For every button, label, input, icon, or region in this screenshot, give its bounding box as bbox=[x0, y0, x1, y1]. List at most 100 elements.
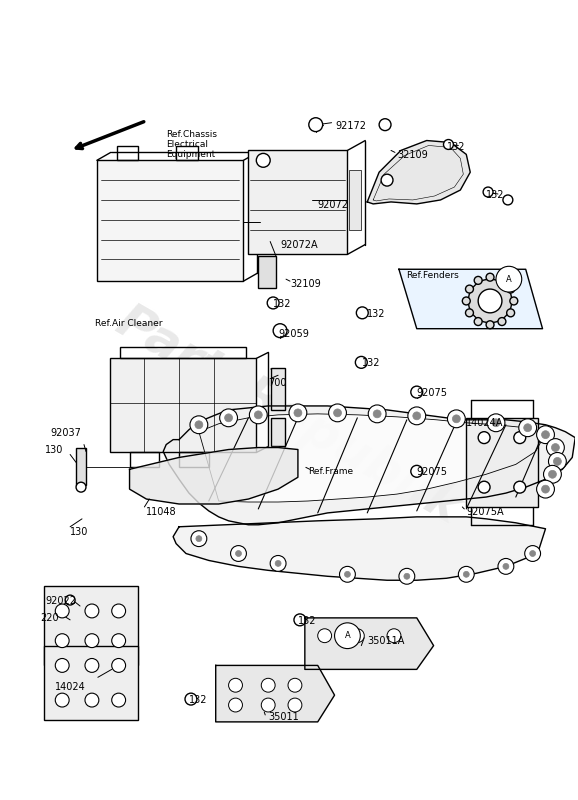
Circle shape bbox=[55, 658, 69, 672]
Circle shape bbox=[514, 482, 526, 493]
Text: 92075A: 92075A bbox=[466, 507, 504, 517]
Bar bbox=[350, 170, 361, 230]
Circle shape bbox=[329, 404, 346, 422]
Text: 32109: 32109 bbox=[397, 150, 428, 161]
Circle shape bbox=[335, 623, 360, 649]
Circle shape bbox=[514, 432, 526, 443]
Text: 220: 220 bbox=[40, 613, 59, 623]
Circle shape bbox=[387, 629, 401, 642]
Bar bbox=[76, 447, 86, 485]
Circle shape bbox=[411, 386, 423, 398]
Circle shape bbox=[294, 409, 302, 417]
Text: 130: 130 bbox=[70, 526, 88, 537]
Circle shape bbox=[273, 324, 287, 338]
Circle shape bbox=[498, 318, 506, 326]
Circle shape bbox=[465, 285, 473, 293]
Circle shape bbox=[85, 604, 99, 618]
Circle shape bbox=[254, 411, 262, 419]
Circle shape bbox=[478, 289, 502, 313]
Text: 92072A: 92072A bbox=[280, 239, 318, 250]
Circle shape bbox=[196, 536, 202, 542]
Circle shape bbox=[510, 297, 518, 305]
Circle shape bbox=[112, 658, 125, 672]
Circle shape bbox=[294, 614, 306, 626]
Circle shape bbox=[492, 419, 500, 426]
Circle shape bbox=[542, 430, 550, 438]
Text: 132: 132 bbox=[273, 299, 292, 309]
Circle shape bbox=[350, 629, 364, 642]
Text: 130: 130 bbox=[45, 445, 64, 454]
Circle shape bbox=[462, 297, 470, 305]
Circle shape bbox=[399, 568, 415, 584]
Circle shape bbox=[529, 550, 536, 557]
Circle shape bbox=[487, 414, 505, 432]
Circle shape bbox=[112, 693, 125, 707]
Text: Ref.Frame: Ref.Frame bbox=[308, 467, 353, 476]
Circle shape bbox=[486, 274, 494, 281]
Bar bbox=[129, 453, 160, 467]
Circle shape bbox=[551, 443, 560, 451]
Bar bbox=[179, 453, 209, 467]
Polygon shape bbox=[163, 406, 575, 525]
Circle shape bbox=[496, 266, 522, 292]
Circle shape bbox=[334, 409, 342, 417]
Circle shape bbox=[289, 404, 307, 422]
Bar bbox=[466, 418, 538, 507]
Text: 92059: 92059 bbox=[278, 329, 309, 338]
Circle shape bbox=[231, 546, 246, 562]
Text: 14024A: 14024A bbox=[466, 418, 503, 428]
Text: 92072: 92072 bbox=[318, 200, 349, 210]
Circle shape bbox=[190, 416, 208, 434]
Polygon shape bbox=[129, 447, 298, 504]
Circle shape bbox=[270, 555, 286, 571]
Bar bbox=[271, 418, 285, 446]
Circle shape bbox=[547, 438, 564, 457]
Circle shape bbox=[453, 415, 460, 422]
Circle shape bbox=[498, 558, 514, 574]
Polygon shape bbox=[173, 517, 546, 580]
Circle shape bbox=[379, 118, 391, 130]
Text: 35011: 35011 bbox=[268, 712, 299, 722]
Circle shape bbox=[76, 482, 86, 492]
Bar bbox=[117, 146, 139, 160]
Circle shape bbox=[256, 154, 270, 167]
Text: 32109: 32109 bbox=[290, 279, 321, 289]
Circle shape bbox=[339, 566, 355, 582]
Circle shape bbox=[275, 561, 281, 566]
Circle shape bbox=[55, 604, 69, 618]
Text: A: A bbox=[506, 274, 512, 284]
Circle shape bbox=[228, 698, 242, 712]
Circle shape bbox=[112, 634, 125, 647]
Circle shape bbox=[447, 410, 465, 428]
Polygon shape bbox=[199, 414, 546, 502]
Circle shape bbox=[408, 407, 425, 425]
Circle shape bbox=[458, 566, 474, 582]
Circle shape bbox=[225, 414, 232, 422]
Circle shape bbox=[524, 424, 532, 432]
Circle shape bbox=[261, 678, 275, 692]
Text: 700: 700 bbox=[268, 378, 287, 388]
Circle shape bbox=[288, 698, 302, 712]
Text: 92075: 92075 bbox=[417, 388, 448, 398]
Text: 132: 132 bbox=[189, 695, 208, 705]
Circle shape bbox=[474, 277, 482, 284]
Circle shape bbox=[195, 421, 203, 429]
Circle shape bbox=[465, 309, 473, 317]
Text: 132: 132 bbox=[486, 190, 505, 200]
Circle shape bbox=[498, 277, 506, 284]
Circle shape bbox=[404, 574, 410, 579]
Circle shape bbox=[549, 453, 566, 470]
Polygon shape bbox=[305, 618, 434, 670]
Circle shape bbox=[228, 678, 242, 692]
Text: Ref.Air Cleaner: Ref.Air Cleaner bbox=[95, 318, 162, 328]
Bar bbox=[45, 586, 139, 666]
Polygon shape bbox=[367, 141, 470, 204]
Circle shape bbox=[55, 634, 69, 647]
Circle shape bbox=[85, 658, 99, 672]
Circle shape bbox=[220, 409, 238, 426]
Circle shape bbox=[507, 309, 514, 317]
Circle shape bbox=[357, 307, 368, 318]
Text: 132: 132 bbox=[367, 309, 386, 319]
Circle shape bbox=[191, 530, 207, 546]
Circle shape bbox=[55, 693, 69, 707]
